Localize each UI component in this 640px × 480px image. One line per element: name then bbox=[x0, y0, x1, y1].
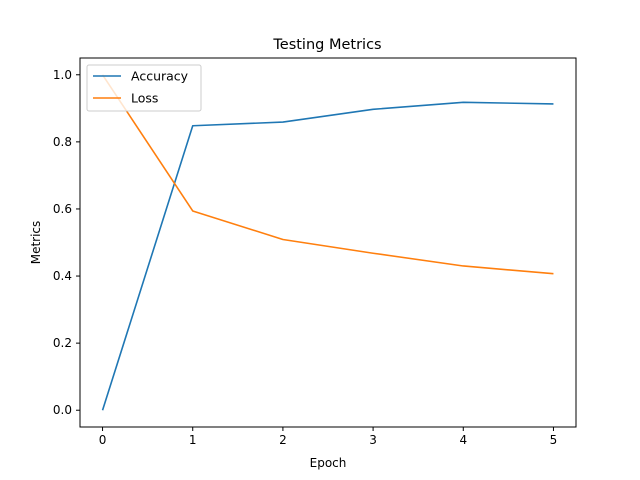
y-axis-label: Metrics bbox=[29, 221, 43, 265]
chart-title: Testing Metrics bbox=[272, 37, 381, 53]
x-tick-label: 4 bbox=[459, 433, 467, 447]
series-line-loss bbox=[101, 74, 554, 275]
x-tick-label: 3 bbox=[369, 433, 377, 447]
y-tick-label: 0.2 bbox=[53, 336, 72, 350]
y-tick-label: 0.0 bbox=[53, 403, 72, 417]
y-tick-label: 0.6 bbox=[53, 202, 72, 216]
x-tick-label: 0 bbox=[99, 433, 107, 447]
legend: Accuracy Loss bbox=[86, 64, 202, 112]
series-lines bbox=[101, 74, 554, 411]
x-axis-label: Epoch bbox=[310, 456, 347, 470]
plot-frame bbox=[79, 57, 577, 428]
x-tick-label: 1 bbox=[189, 433, 197, 447]
y-tick-label: 0.4 bbox=[53, 269, 72, 283]
series-line-accuracy bbox=[101, 101, 554, 411]
y-tick-label: 0.8 bbox=[53, 135, 72, 149]
x-tick-label: 2 bbox=[279, 433, 287, 447]
axis-ticks: 0 1 2 3 4 5 0.0 0.2 0.4 0.6 0.8 1.0 bbox=[53, 68, 557, 447]
x-tick-label: 5 bbox=[550, 433, 558, 447]
y-tick-label: 1.0 bbox=[53, 68, 72, 82]
legend-label: Loss bbox=[131, 91, 158, 106]
legend-label: Accuracy bbox=[131, 69, 189, 84]
